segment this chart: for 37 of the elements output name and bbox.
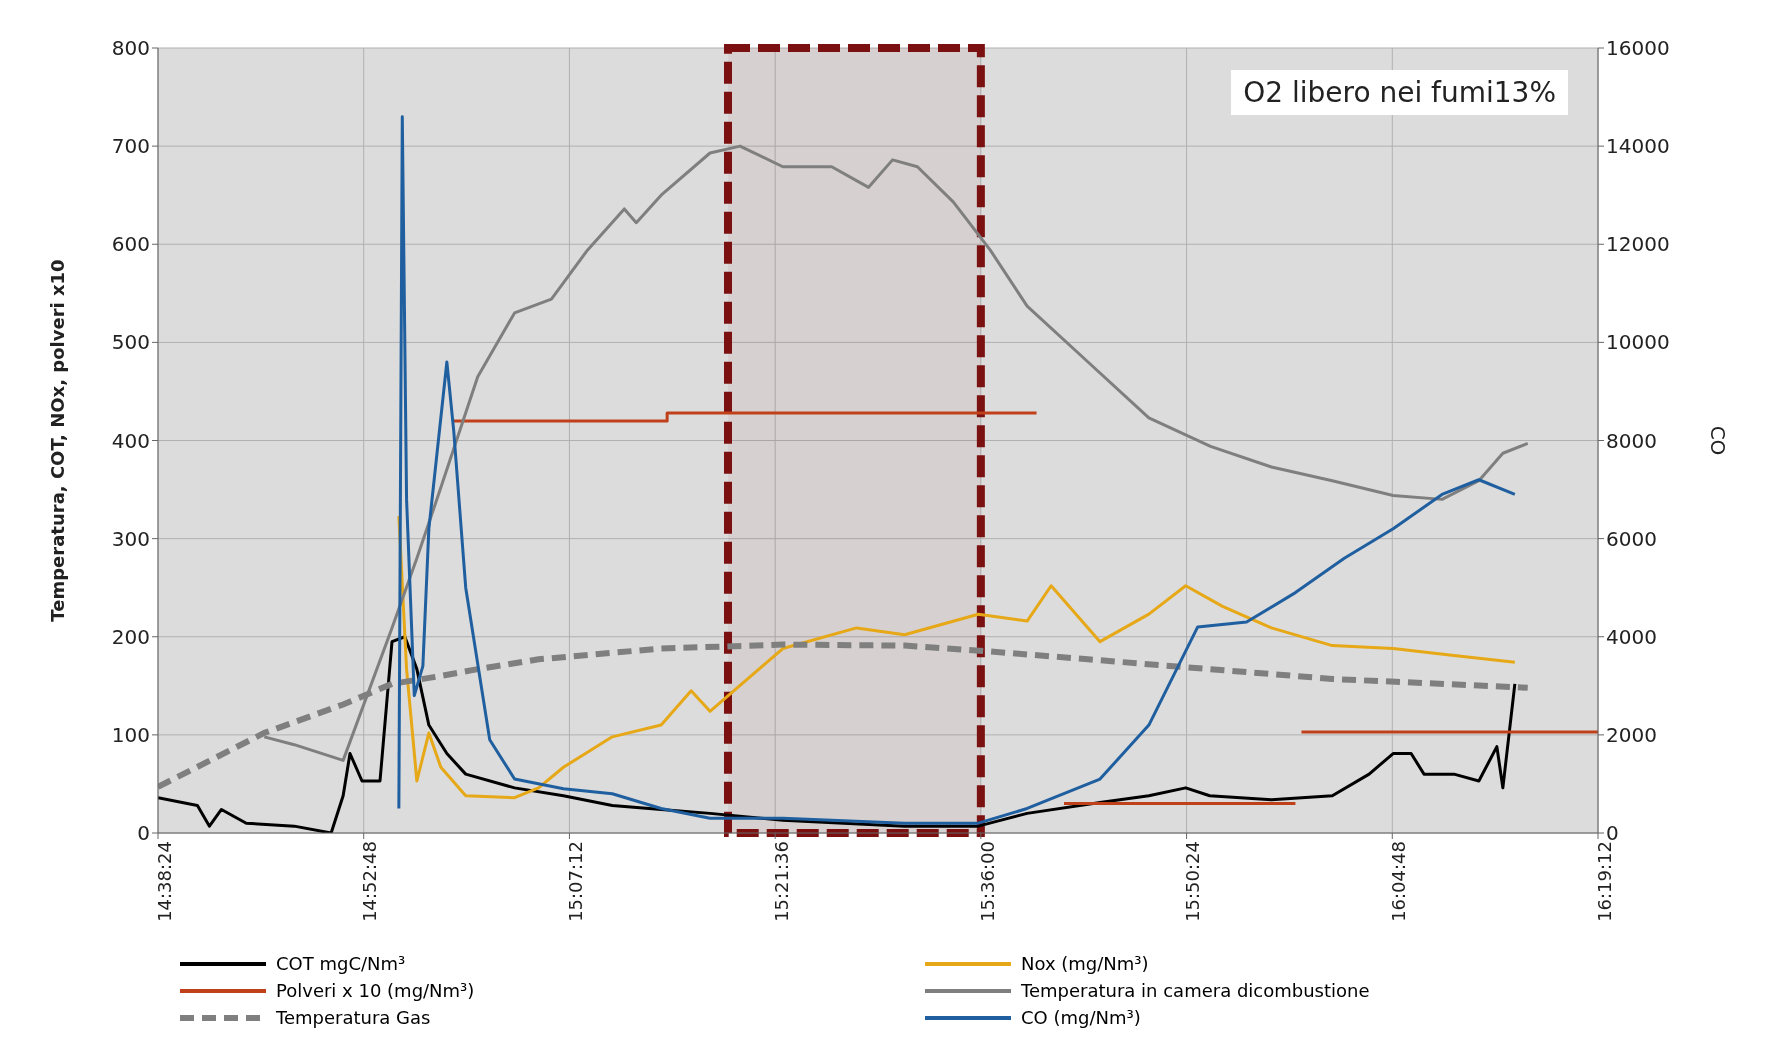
y-tick-label: 300 xyxy=(111,526,150,551)
y-tick-label: 400 xyxy=(111,428,150,453)
y2-tick-label: 12000 xyxy=(1606,232,1670,257)
y-tick-label: 0 xyxy=(137,821,150,846)
y2-tick-label: 10000 xyxy=(1606,330,1670,355)
legend-label: CO (mg/Nm³) xyxy=(1021,1007,1141,1028)
line-series xyxy=(397,514,1517,800)
y2-tick-label: 6000 xyxy=(1606,526,1657,551)
legend-label: COT mgC/Nm³ xyxy=(276,953,406,974)
y2-tick-label: 4000 xyxy=(1606,624,1657,649)
y-tick-label: 800 xyxy=(111,36,150,61)
y2-tick-label: 8000 xyxy=(1606,428,1657,453)
y-axis-title: Temperatura, COT, NOx, polveri x10 xyxy=(47,259,69,622)
y-tick-label: 200 xyxy=(111,624,150,649)
y-tick-label: 700 xyxy=(111,134,150,159)
x-tick-label: 14:52:48 xyxy=(359,841,381,922)
x-tick-label: 15:07:12 xyxy=(565,841,587,922)
x-tick-label: 15:21:36 xyxy=(770,841,792,922)
line-series xyxy=(397,115,1517,825)
x-tick-label: 14:38:24 xyxy=(153,841,175,922)
line-series xyxy=(158,635,1517,833)
y2-axis-title: CO xyxy=(1705,425,1730,456)
y2-tick-label: 16000 xyxy=(1606,36,1670,61)
legend-label: Temperatura in camera dicombustione xyxy=(1021,980,1370,1001)
y-tick-label: 100 xyxy=(111,722,150,747)
y2-tick-label: 2000 xyxy=(1606,722,1657,747)
annotation: O2 libero nei fumi13% xyxy=(1231,70,1568,115)
x-tick-label: 15:36:00 xyxy=(976,841,998,922)
x-tick-label: 15:50:24 xyxy=(1182,841,1204,922)
legend-label: Nox (mg/Nm³) xyxy=(1021,953,1149,974)
y2-tick-label: 14000 xyxy=(1606,134,1670,159)
y-tick-label: 500 xyxy=(111,330,150,355)
y-tick-label: 600 xyxy=(111,232,150,257)
legend-label: Polveri x 10 (mg/Nm³) xyxy=(276,980,475,1001)
x-tick-label: 16:04:48 xyxy=(1388,841,1410,922)
legend-label: Temperatura Gas xyxy=(276,1007,431,1028)
x-tick-label: 16:19:12 xyxy=(1593,841,1615,922)
